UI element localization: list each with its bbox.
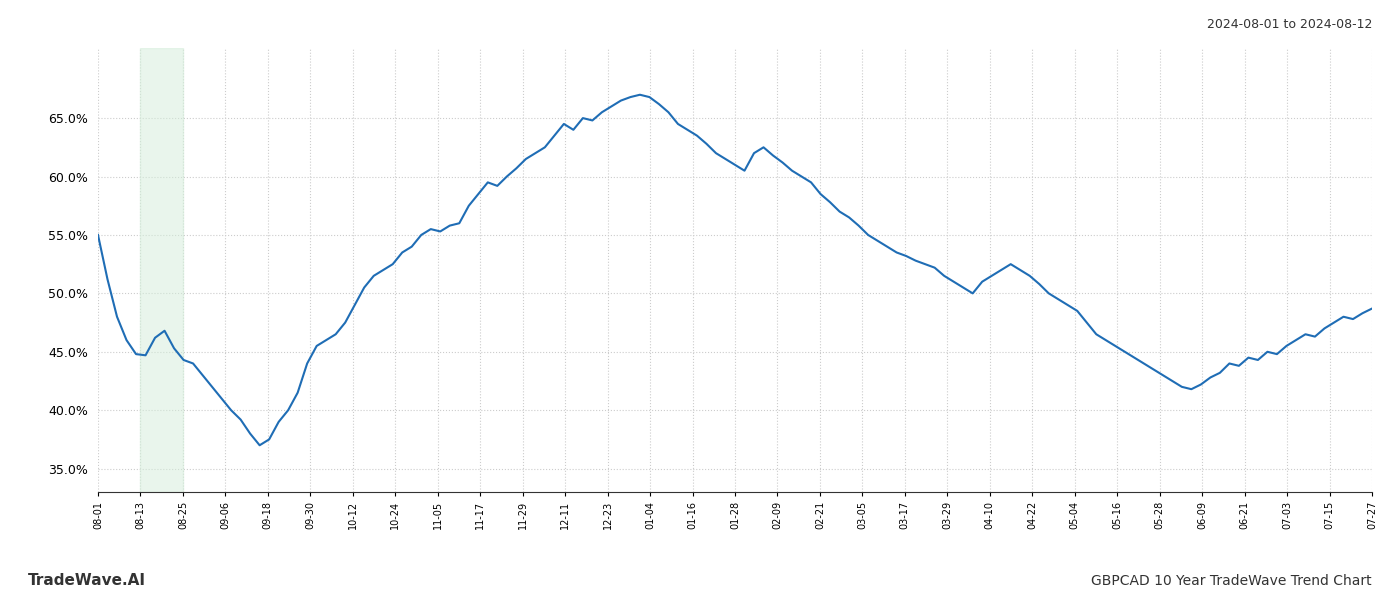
Bar (140, 48, 183, 492)
Text: TradeWave.AI: TradeWave.AI (28, 573, 146, 588)
Text: 2024-08-01 to 2024-08-12: 2024-08-01 to 2024-08-12 (1207, 18, 1372, 31)
Text: GBPCAD 10 Year TradeWave Trend Chart: GBPCAD 10 Year TradeWave Trend Chart (1092, 574, 1372, 588)
